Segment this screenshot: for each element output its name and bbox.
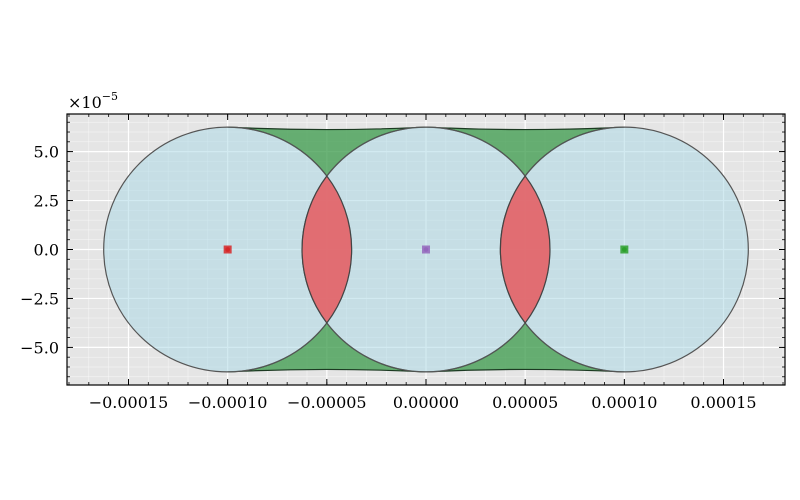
y-tick-label: −5.0 bbox=[20, 338, 59, 357]
y-offset-exponent: −5 bbox=[102, 90, 118, 103]
y-tick-label: 0.0 bbox=[34, 241, 59, 260]
center-point bbox=[225, 247, 231, 252]
center-point bbox=[423, 247, 429, 252]
x-tick-label: 0.00005 bbox=[492, 393, 558, 412]
x-tick-label: 0.00000 bbox=[393, 393, 459, 412]
x-tick-label: 0.00015 bbox=[690, 393, 756, 412]
plot-area bbox=[103, 126, 749, 373]
overlap-region bbox=[499, 175, 551, 324]
x-tick-label: −0.00010 bbox=[188, 393, 268, 412]
ticks bbox=[67, 114, 785, 385]
y-tick-label: 2.5 bbox=[34, 192, 59, 211]
tick-labels: −0.00015 −0.00010 −0.00005 0.00000 0.00005 0.… bbox=[20, 143, 756, 412]
center-point bbox=[621, 247, 627, 252]
y-tick-label: −2.5 bbox=[20, 289, 59, 308]
y-offset-text: ×10−5 bbox=[68, 90, 118, 112]
overlap-region bbox=[301, 175, 353, 324]
x-tick-label: −0.00005 bbox=[287, 393, 367, 412]
x-tick-label: 0.00010 bbox=[591, 393, 657, 412]
y-offset-base: ×10 bbox=[68, 93, 102, 112]
y-tick-label: 5.0 bbox=[34, 143, 59, 162]
x-tick-label: −0.00015 bbox=[89, 393, 169, 412]
